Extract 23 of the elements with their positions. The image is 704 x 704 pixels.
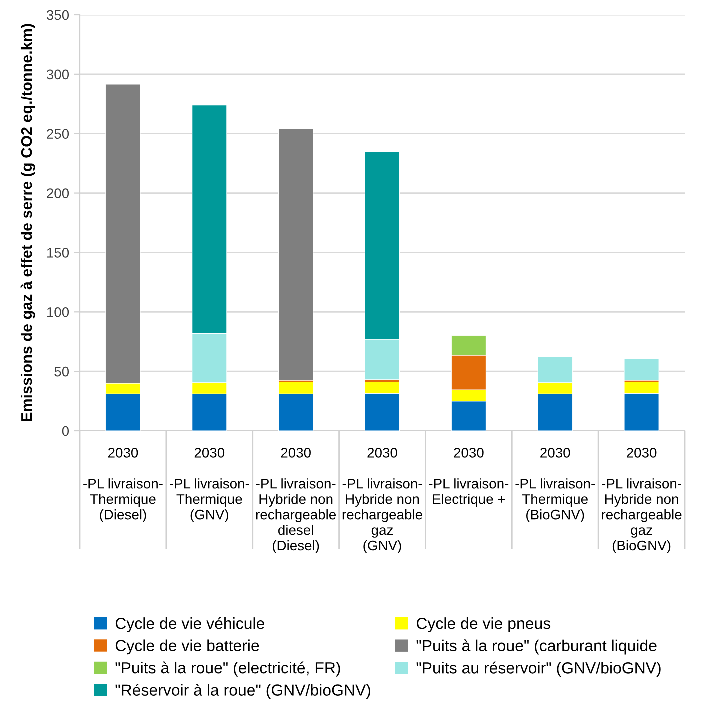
legend-label: Cycle de vie véhicule [116,617,264,632]
category-label: 2030 -PL livraison- Hybride non rechargeable gaz (GNV) [342,448,422,554]
category-label: 2030 -PL livraison- Hybride non rechargeable gaz (BioGNV) [602,448,682,554]
legend-label: Cycle de vie pneus [416,618,551,632]
y-tick-label: 250 [47,129,70,140]
legend-label: Cycle de vie batterie [116,640,260,655]
category-label: 2030 -PL livraison- Thermique (GNV) [170,448,250,522]
y-axis-title: Emissions de gaz à effet de serre (g CO2 eq./tonne.km) [20,24,36,422]
y-tick-label: 100 [47,307,70,318]
y-tick-label: 350 [46,10,70,20]
category-label: 2030 -PL livraison- Electrique + [429,448,509,508]
legend-label: "Puits au réservoir" (GNV/bioGNV) [416,662,661,677]
category-label: 2030 -PL livraison- Thermique (BioGNV) [516,448,595,522]
y-tick-label: 200 [47,188,70,198]
y-tick-label: 50 [54,366,70,377]
category-label: 2030 -PL livraison- Thermique (Diesel) [84,448,163,522]
legend-label: "Réservoir à la roue" (GNV/bioGNV) [116,684,370,700]
legend-label: "Puits à la roue" (carburant liquide [416,640,657,655]
y-tick-label: 300 [46,70,70,80]
legend-label: "Puits à la roue" (electricité, FR) [116,662,340,677]
y-tick-label: 0 [62,426,70,436]
y-tick-label: 150 [47,248,70,258]
category-label: 2030 -PL livraison- Hybride non rechargeable diesel (Diesel) [256,448,336,554]
